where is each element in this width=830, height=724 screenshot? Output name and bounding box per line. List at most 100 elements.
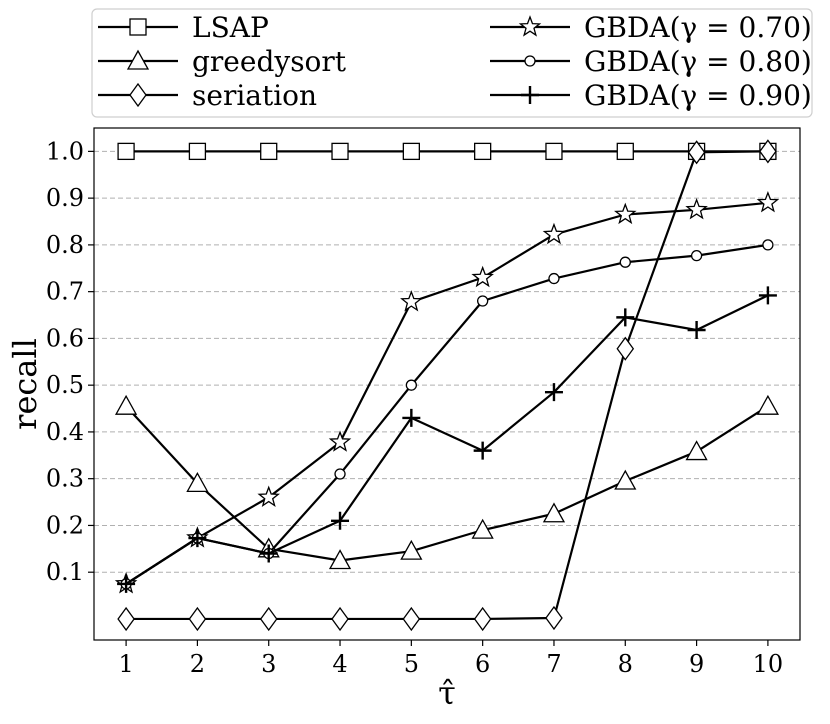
legend-marker-gbda-0-90: [521, 86, 539, 104]
y-tick-label: 0.2: [46, 511, 84, 539]
point-gbda-0-90: [473, 441, 492, 460]
x-tick-label: 3: [261, 650, 276, 678]
point-gbda-0-80: [690, 249, 703, 262]
point-gbda-0-90: [259, 544, 278, 563]
x-tick-label: 1: [118, 650, 133, 678]
legend-label: seriation: [192, 79, 317, 112]
point-greedysort: [114, 394, 138, 415]
x-tick-label: 6: [475, 650, 490, 678]
point-lsap: [260, 142, 278, 161]
x-tick-label: 5: [404, 650, 419, 678]
point-gbda-0-80: [548, 272, 560, 285]
point-gbda-0-90: [117, 574, 136, 593]
legend-label: greedysort: [192, 45, 347, 78]
point-gbda-0-80: [619, 256, 631, 268]
x-tick-label: 8: [618, 650, 633, 678]
point-greedysort: [400, 539, 423, 560]
point-gbda-0-70: [542, 222, 566, 245]
point-gbda-0-90: [758, 286, 777, 305]
x-axis: 1 2 3 4 5 6 7 8 9 10: [118, 640, 783, 678]
y-tick-label: 0.4: [46, 418, 84, 446]
point-lsap: [402, 142, 420, 161]
point-seriation: [117, 606, 135, 632]
point-gbda-0-90: [331, 511, 350, 530]
legend-label: LSAP: [192, 11, 269, 44]
legend-label: GBDA(γ = 0.70): [584, 11, 812, 44]
y-tick-label: 1.0: [46, 137, 84, 165]
point-seriation: [616, 336, 635, 361]
series-gbda-0-90: [117, 286, 777, 593]
point-lsap: [616, 142, 634, 161]
point-greedysort: [685, 440, 708, 461]
legend-item-gbda-0-90: GBDA(γ = 0.90): [490, 79, 812, 112]
series-lsap: [117, 142, 777, 161]
series-line-seriation: [126, 150, 768, 621]
point-lsap: [188, 142, 207, 161]
point-gbda-0-90: [402, 408, 421, 427]
legend-item-lsap: LSAP: [98, 11, 269, 44]
point-gbda-0-90: [616, 308, 635, 327]
point-seriation: [188, 606, 207, 632]
point-greedysort: [542, 502, 566, 523]
point-lsap: [331, 142, 349, 161]
point-seriation: [759, 139, 777, 164]
series-line-gbda-0-70: [125, 201, 769, 585]
point-gbda-0-80: [334, 468, 346, 480]
y-tick-label: 0.9: [46, 184, 84, 212]
point-greedysort: [614, 469, 637, 490]
point-seriation: [473, 606, 492, 632]
point-gbda-0-70: [328, 430, 352, 452]
point-gbda-0-90: [544, 383, 563, 402]
point-seriation: [545, 605, 563, 631]
point-seriation: [331, 606, 349, 632]
point-greedysort: [186, 472, 209, 493]
series-line-gbda-0-80: [125, 243, 769, 585]
legend-marker-greedysort: [126, 49, 150, 70]
point-gbda-0-70: [471, 265, 494, 288]
series-line-greedysort: [125, 405, 769, 562]
series-gbda-0-70: [114, 190, 780, 594]
x-tick-label: 9: [689, 650, 704, 678]
point-lsap: [545, 142, 563, 161]
x-tick-label: 7: [546, 650, 561, 678]
point-seriation: [259, 606, 278, 632]
plot-frame: [93, 127, 801, 641]
legend-marker-lsap: [129, 18, 147, 36]
y-axis: 0.1 0.2 0.3 0.4 0.5 0.6 0.7 0.8 0.9 1.0: [46, 137, 94, 586]
point-lsap: [117, 142, 135, 161]
legend-label: GBDA(γ = 0.80): [584, 45, 812, 78]
point-greedysort: [328, 549, 352, 570]
series-seriation: [117, 139, 777, 632]
point-gbda-0-80: [405, 379, 417, 391]
y-tick-label: 0.1: [46, 558, 84, 586]
point-seriation: [687, 140, 706, 165]
y-tick-label: 0.5: [46, 371, 84, 399]
point-lsap: [474, 142, 492, 161]
point-gbda-0-90: [188, 529, 207, 548]
y-tick-label: 0.3: [46, 465, 84, 493]
series-gbda-0-80: [120, 239, 774, 590]
point-gbda-0-80: [762, 239, 774, 251]
x-axis-label: τ̂: [438, 674, 456, 712]
legend-item-gbda-0-70: GBDA(γ = 0.70): [490, 11, 812, 44]
legend-item-gbda-0-80: GBDA(γ = 0.80): [490, 45, 812, 78]
point-gbda-0-80: [477, 295, 489, 307]
y-tick-label: 0.7: [46, 278, 84, 306]
point-gbda-0-70: [400, 290, 423, 312]
y-tick-label: 0.6: [46, 324, 84, 352]
x-tick-label: 10: [753, 650, 784, 678]
point-gbda-0-90: [687, 320, 706, 339]
legend-marker-gbda-0-80: [524, 55, 536, 67]
legend-box: [91, 8, 813, 118]
point-gbda-0-70: [756, 190, 780, 213]
y-axis-label: recall: [6, 338, 44, 430]
series-layer: [114, 139, 780, 632]
point-gbda-0-70: [685, 197, 708, 220]
legend-item-seriation: seriation: [98, 79, 317, 112]
legend-marker-gbda-0-70: [518, 15, 542, 37]
legend-marker-seriation: [129, 82, 147, 108]
series-line-gbda-0-90: [125, 294, 769, 585]
x-tick-label: 2: [190, 650, 205, 678]
